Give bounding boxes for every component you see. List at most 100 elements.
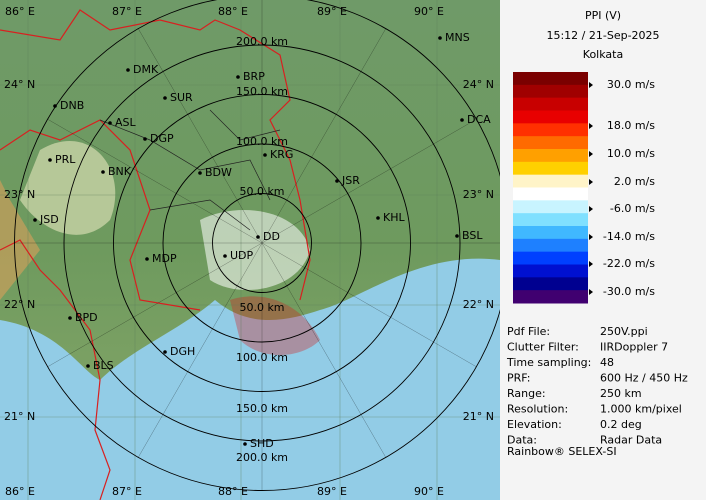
- city-dot: [376, 216, 380, 220]
- colorbar-arrow: [589, 234, 593, 240]
- lon-label: 88° E: [218, 485, 248, 498]
- colorbar-label: -30.0 m/s: [603, 285, 655, 298]
- map-layer: 200.0 km 150.0 km 100.0 km 50.0 km 50.0 km 10…: [0, 0, 510, 500]
- city-dot: [223, 254, 227, 258]
- lat-label: 22° N: [4, 298, 35, 311]
- info-key: Elevation:: [507, 418, 562, 431]
- azimuth-line: [137, 28, 263, 244]
- lon-label: 87° E: [112, 5, 142, 18]
- lat-label: 21° N: [463, 410, 494, 423]
- lat-label: 22° N: [463, 298, 494, 311]
- footer: Rainbow® SELEX-SI: [507, 445, 617, 458]
- info-value: 250V.ppi: [600, 325, 648, 338]
- colorbar-swatch: [513, 97, 588, 111]
- azimuth-line: [261, 118, 477, 244]
- city-dot: [101, 170, 105, 174]
- city-dot: [143, 137, 147, 141]
- city-dot: [198, 171, 202, 175]
- echo: [200, 210, 310, 290]
- city-dot: [126, 68, 130, 72]
- lat-label: 24° N: [4, 78, 35, 91]
- azimuth-line: [261, 28, 387, 244]
- colorbar-arrow: [589, 123, 593, 129]
- range-label: 50.0 km: [239, 301, 284, 314]
- range-label: 150.0 km: [236, 85, 288, 98]
- colorbar-label: 18.0 m/s: [607, 119, 655, 132]
- lon-label: 88° E: [218, 5, 248, 18]
- city-label: ASL: [115, 116, 137, 129]
- city-label: JSR: [341, 174, 360, 187]
- city-dot: [33, 218, 37, 222]
- info-key: Resolution:: [507, 403, 568, 416]
- azimuth-line: [47, 242, 263, 368]
- colorbar-swatch: [513, 110, 588, 124]
- colorbar-swatch: [513, 200, 588, 214]
- azimuth-line: [261, 242, 477, 368]
- datetime: 15:12 / 21-Sep-2025: [546, 29, 659, 42]
- info-value: 0.2 deg: [600, 418, 642, 431]
- colorbar-swatch: [513, 123, 588, 137]
- legend-panel: PPI (V) 15:12 / 21-Sep-2025 Kolkata Rain…: [506, 9, 688, 458]
- echo: [20, 140, 116, 235]
- info-key: PRF:: [507, 372, 530, 385]
- city-label: BDW: [205, 166, 232, 179]
- city-label: SHD: [250, 437, 274, 450]
- city-dot: [455, 234, 459, 238]
- colorbar-label: -22.0 m/s: [603, 257, 655, 270]
- azimuth-line: [47, 118, 263, 244]
- title: PPI (V): [585, 9, 621, 22]
- range-label: 50.0 km: [239, 185, 284, 198]
- info-value: 48: [600, 356, 614, 369]
- range-label: 100.0 km: [236, 351, 288, 364]
- city-dot: [236, 75, 240, 79]
- colorbar-swatch: [513, 72, 588, 86]
- city-dot: [145, 257, 149, 261]
- city-dot: [263, 153, 267, 157]
- colorbar-swatch: [513, 161, 588, 176]
- colorbar-label: 2.0 m/s: [614, 175, 655, 188]
- lon-label: 86° E: [5, 485, 35, 498]
- city-dot: [163, 350, 167, 354]
- colorbar-swatch: [513, 84, 588, 99]
- city-label: MNS: [445, 31, 470, 44]
- info-key: Time sampling:: [506, 356, 591, 369]
- border: [0, 239, 111, 500]
- lat-label: 23° N: [463, 188, 494, 201]
- lon-label: 86° E: [5, 5, 35, 18]
- city-label: KHL: [383, 211, 405, 224]
- info-value: 250 km: [600, 387, 642, 400]
- city-dot: [243, 442, 247, 446]
- colorbar-arrow: [589, 289, 593, 295]
- city-label: BNK: [108, 165, 132, 178]
- info-key: Data:: [507, 434, 537, 447]
- azimuth-line: [137, 242, 263, 458]
- info-key: Clutter Filter:: [507, 341, 579, 354]
- city-label: DGP: [150, 132, 174, 145]
- colorbar-label: 30.0 m/s: [607, 78, 655, 91]
- info-value: 1.000 km/pixel: [600, 403, 682, 416]
- city-dot: [48, 158, 52, 162]
- lon-label: 89° E: [317, 5, 347, 18]
- city-label: DMK: [133, 63, 159, 76]
- lon-label: 90° E: [414, 485, 444, 498]
- lat-label: 24° N: [463, 78, 494, 91]
- info-value: 600 Hz / 450 Hz: [600, 372, 688, 385]
- city-label: PRL: [55, 153, 76, 166]
- city-label: MDP: [152, 252, 177, 265]
- lon-label: 89° E: [317, 485, 347, 498]
- border: [0, 9, 311, 301]
- colorbar-swatch: [513, 277, 588, 291]
- lon-label: 90° E: [414, 5, 444, 18]
- city-dot: [163, 96, 167, 100]
- colorbar-label: 10.0 m/s: [607, 147, 655, 160]
- colorbar-swatch: [513, 136, 588, 150]
- range-label: 200.0 km: [236, 451, 288, 464]
- city-label: JSD: [39, 213, 59, 226]
- river-delta: [230, 296, 320, 355]
- lat-label: 23° N: [4, 188, 35, 201]
- colorbar-swatch: [513, 149, 588, 163]
- city-label: BLS: [93, 359, 114, 372]
- colorbar-arrow: [589, 179, 593, 185]
- city-dot: [108, 121, 112, 125]
- colorbar-swatch: [513, 290, 588, 304]
